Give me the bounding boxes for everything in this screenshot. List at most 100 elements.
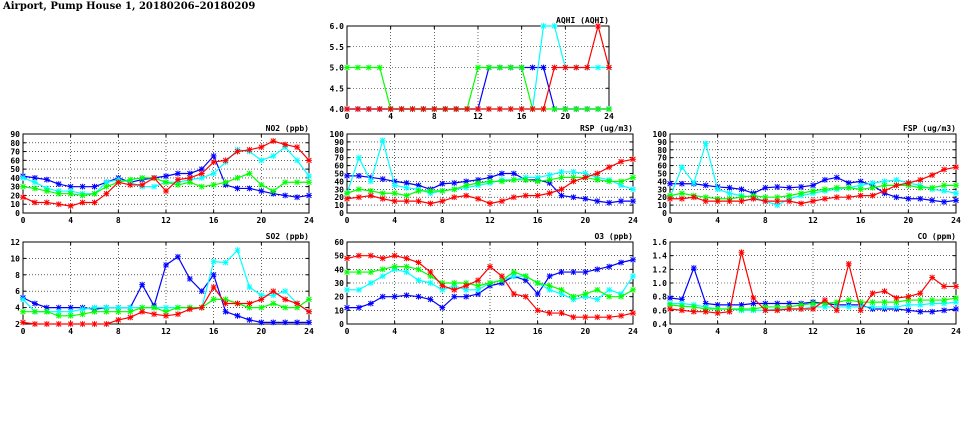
data-point	[594, 198, 601, 205]
data-point	[79, 306, 86, 313]
data-point	[786, 306, 793, 312]
data-point	[546, 282, 553, 289]
data-point	[163, 188, 169, 194]
data-point	[750, 300, 757, 307]
x-tick-label: 4	[388, 112, 393, 121]
data-point	[431, 106, 438, 112]
data-point	[630, 286, 636, 293]
data-point	[222, 157, 229, 164]
data-point	[198, 304, 205, 311]
data-point	[562, 64, 569, 71]
chart-rsp: 0 4 8 12 16 20 24 0 10 20 30 40 50 60 70 80 90 100 RSP (ug…	[317, 122, 643, 229]
data-point	[186, 306, 193, 313]
data-point	[507, 64, 514, 71]
data-point	[55, 181, 62, 187]
data-point	[246, 185, 253, 192]
y-tick-label: 1.2	[653, 265, 668, 274]
data-point	[917, 195, 924, 202]
data-point	[427, 187, 434, 194]
data-point	[606, 293, 613, 300]
data-point	[679, 195, 685, 202]
data-point	[55, 321, 62, 327]
data-point	[833, 174, 840, 181]
data-point	[630, 273, 636, 280]
data-point	[379, 137, 386, 144]
x-tick-label: 24	[304, 327, 314, 336]
data-point	[606, 64, 612, 71]
data-point	[714, 310, 721, 316]
data-point	[246, 300, 253, 307]
data-point	[594, 176, 601, 183]
data-point	[451, 293, 458, 300]
x-tick-label: 24	[951, 216, 961, 225]
y-tick-label: 80	[10, 139, 20, 148]
data-point	[20, 308, 26, 315]
data-point	[103, 308, 110, 315]
data-point	[618, 259, 624, 266]
data-point	[115, 317, 122, 323]
x-tick-label: 16	[533, 216, 543, 225]
data-point	[582, 314, 589, 321]
data-point	[941, 283, 947, 290]
data-point	[103, 183, 110, 190]
data-point	[306, 179, 312, 186]
data-point	[234, 185, 241, 192]
data-point	[210, 284, 217, 290]
data-point	[415, 277, 422, 284]
y-tick-label: 4	[15, 304, 20, 313]
data-point	[198, 183, 205, 190]
data-point	[941, 307, 947, 314]
data-point	[115, 308, 122, 315]
data-point	[786, 192, 793, 199]
data-point	[690, 194, 697, 201]
data-point	[403, 292, 410, 299]
data-point	[822, 186, 828, 193]
data-point	[529, 106, 536, 112]
data-point	[917, 308, 924, 315]
y-tick-label: 40	[10, 174, 20, 183]
data-point	[941, 297, 947, 303]
data-point	[403, 192, 410, 199]
chart-so2: 0 4 8 12 16 20 24 2 4 6 8 10 12 SO2 (ppb)	[0, 230, 319, 340]
data-point	[679, 180, 685, 187]
y-tick-label: 5.0	[330, 64, 345, 73]
y-tick-label: 20	[10, 191, 20, 200]
data-point	[893, 194, 900, 201]
data-point	[630, 310, 636, 316]
data-point	[534, 291, 541, 297]
data-point	[453, 106, 460, 112]
data-point	[582, 269, 589, 275]
x-tick-label: 8	[763, 216, 768, 225]
x-tick-label: 4	[68, 327, 73, 336]
data-point	[810, 300, 816, 307]
data-point	[139, 281, 146, 288]
data-point	[43, 176, 50, 183]
data-point	[367, 252, 374, 259]
data-point	[905, 180, 912, 186]
data-point	[282, 192, 289, 199]
data-point	[409, 106, 416, 112]
data-point	[929, 297, 936, 303]
data-point	[558, 192, 565, 199]
data-point	[518, 106, 525, 112]
data-point	[306, 319, 312, 326]
data-point	[344, 64, 350, 71]
data-point	[510, 273, 517, 280]
data-point	[570, 293, 577, 300]
data-point	[869, 184, 876, 191]
y-tick-label: 1.0	[653, 279, 668, 288]
x-tick-label: 20	[904, 327, 914, 336]
x-tick-label: 24	[304, 216, 314, 225]
data-point	[367, 192, 374, 199]
data-point	[175, 170, 181, 177]
data-point	[127, 182, 134, 188]
data-point	[306, 192, 312, 199]
data-point	[857, 186, 864, 193]
data-point	[91, 308, 98, 315]
chart-title: NO2 (ppb)	[265, 124, 309, 133]
data-point	[690, 180, 697, 186]
data-point	[127, 308, 134, 315]
data-point	[606, 263, 613, 270]
data-point	[246, 146, 253, 153]
